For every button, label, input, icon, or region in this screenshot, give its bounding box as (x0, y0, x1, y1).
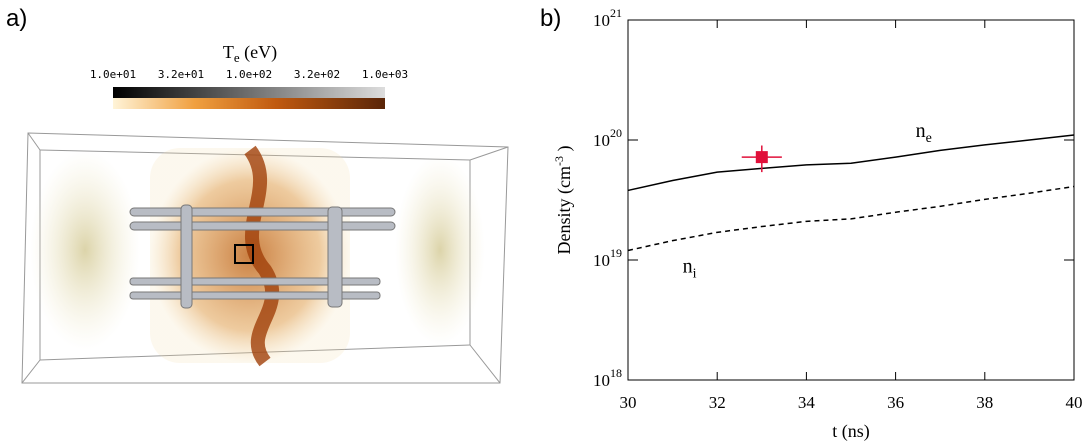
colorbar-tick-label: 1.0e+01 (90, 68, 136, 81)
colorbar-tick-label: 3.2e+02 (294, 68, 340, 81)
x-tick-label: 40 (1066, 393, 1083, 412)
right-plume (395, 155, 485, 345)
page: {"panel_a": {"label": "a)", "colorbar": … (0, 0, 1091, 443)
colorbar-color (113, 98, 385, 109)
y-tick-label: 1021 (593, 6, 622, 30)
y-tick-label: 1020 (593, 126, 622, 150)
colorbar-tick-label: 1.0e+03 (362, 68, 408, 81)
series-label: ni (683, 256, 697, 282)
figure: a) Te (eV) 1.0e+01 3.2e+01 1.0e+02 3.2e+02 1… (0, 0, 1091, 443)
x-tick-label: 38 (976, 393, 993, 412)
series-line (628, 135, 1074, 190)
panel-label: b) (540, 5, 561, 32)
colorbar-tick-label: 1.0e+02 (226, 68, 272, 81)
y-axis-label: Density (cm-3 ) (552, 146, 575, 255)
x-tick-label: 36 (887, 393, 904, 412)
x-tick-label: 30 (620, 393, 637, 412)
x-tick-label: 32 (709, 393, 726, 412)
series-label: ne (916, 120, 932, 146)
x-tick-label: 34 (798, 393, 816, 412)
y-tick-label: 1019 (593, 246, 622, 270)
left-plume (30, 150, 140, 350)
series-line (628, 186, 1074, 250)
colorbar-gray (113, 87, 385, 98)
colorbar-title: Te (eV) (223, 42, 277, 65)
data-point (756, 151, 768, 163)
panel-label: a) (6, 5, 27, 32)
x-axis-label: t (ns) (832, 421, 870, 442)
colorbar-tick-label: 3.2e+01 (158, 68, 204, 81)
y-tick-label: 1018 (593, 366, 622, 390)
plot-frame (628, 20, 1074, 380)
